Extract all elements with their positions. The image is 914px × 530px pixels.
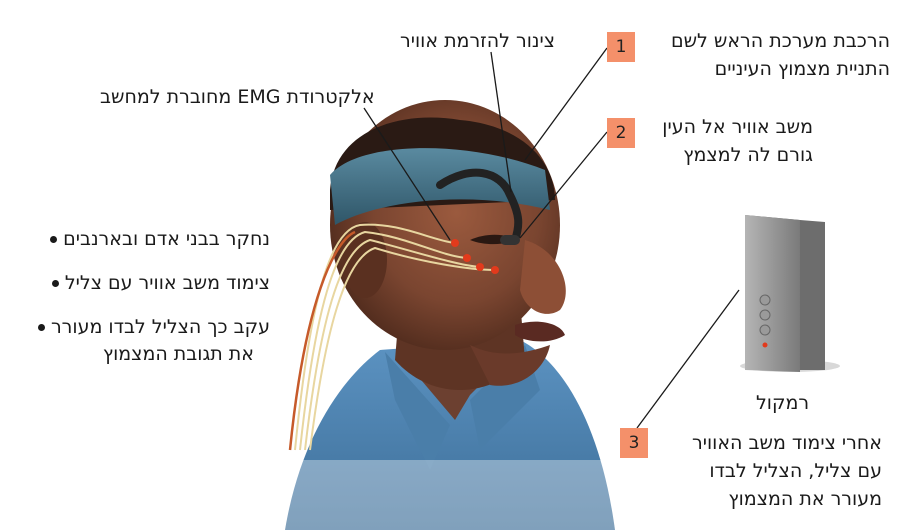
- bullet-continuation: את תגובת המצמוץ: [102, 343, 254, 365]
- speaker: [740, 215, 840, 372]
- step-3-line1: אחרי צימוד משב האוויר: [692, 432, 882, 454]
- step-2-badge: 2: [607, 118, 635, 148]
- bullet-dot: [50, 236, 58, 243]
- leader-lines: [363, 47, 740, 429]
- air-tube: [436, 168, 523, 245]
- electrodes: [451, 239, 499, 274]
- step-2-line1: משב אוויר אל העין: [662, 116, 813, 138]
- step-3-line3: מעורר את המצמוץ: [728, 488, 882, 510]
- bullet-item: נחקר בבני אדם ובארנבים: [30, 226, 270, 253]
- bullet-text: עקב כך הצליל לבדו מעורר: [50, 316, 270, 338]
- head: [330, 100, 566, 386]
- step-2-line2: גורם לה למצמץ: [683, 144, 813, 166]
- step-1-badge: 1: [607, 32, 635, 62]
- tube-label: צינור להזרמת אוויר: [400, 30, 556, 52]
- electrode-label: אלקטרודת EMG מחוברת למחשב: [100, 86, 375, 108]
- bullet-text: צימוד משב אוויר עם צליל: [64, 272, 270, 294]
- step-1-line2: התניית מצמוץ העיניים: [714, 58, 890, 80]
- step-3-badge: 3: [620, 428, 648, 458]
- bullet-item: עקב כך הצליל לבדו מעורר: [30, 314, 270, 341]
- step-1-line1: הרכבת מערכת הראש לשם: [670, 30, 890, 52]
- speaker-label: רמקול: [756, 392, 810, 414]
- bullet-text: נחקר בבני אדם ובארנבים: [63, 228, 270, 250]
- electrode-wires: [288, 223, 496, 451]
- bullet-item: צימוד משב אוויר עם צליל: [30, 270, 270, 297]
- bullet-dot: [37, 324, 45, 331]
- bullet-dot: [51, 280, 59, 287]
- step-3-line2: עם צליל, הצליל לבדו: [709, 460, 882, 482]
